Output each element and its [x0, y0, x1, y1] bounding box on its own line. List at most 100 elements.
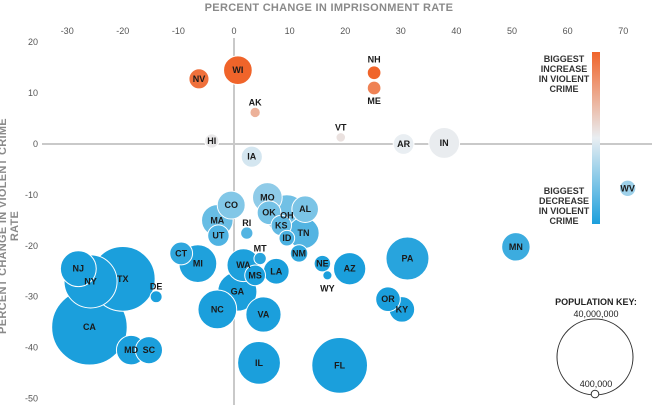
- y-tick-label: -50: [25, 394, 38, 404]
- bubble-label-tn: TN: [298, 228, 310, 238]
- bubble-label-ri: RI: [242, 218, 251, 228]
- bubble-co: [216, 190, 246, 220]
- bubble-label-ia: IA: [247, 152, 257, 162]
- x-tick-label: 10: [285, 26, 295, 36]
- bubble-label-md: MD: [124, 345, 138, 355]
- bubble-label-me: ME: [367, 96, 381, 106]
- y-tick-label: 20: [28, 37, 38, 47]
- population-key-title: POPULATION KEY:: [555, 297, 637, 307]
- bubble-label-nj: NJ: [73, 264, 85, 274]
- bubble-me: [366, 80, 382, 96]
- bubble-label-pa: PA: [402, 254, 414, 264]
- x-tick-label: 0: [231, 26, 236, 36]
- bubble-id: [278, 229, 296, 247]
- bubble-label-vt: VT: [335, 122, 347, 132]
- bubble-label-ok: OK: [262, 208, 276, 218]
- x-tick-label: 70: [618, 26, 628, 36]
- bubble-label-mi: MI: [193, 259, 203, 269]
- bubble-wy: [322, 270, 333, 281]
- bubble-ak: [249, 106, 261, 119]
- bubble-label-oh: OH: [280, 210, 294, 220]
- bubble-label-mt: MT: [254, 244, 267, 254]
- bubble-mn: [501, 232, 531, 262]
- x-tick-label: -10: [172, 26, 185, 36]
- y-tick-label: -40: [25, 343, 38, 353]
- bubble-de: [149, 290, 163, 304]
- bubble-va: [245, 296, 282, 333]
- bubble-label-wy: WY: [320, 283, 335, 293]
- population-key-large-label: 40,000,000: [573, 309, 619, 319]
- bubble-label-in: IN: [440, 138, 449, 148]
- y-tick-label: -10: [25, 190, 38, 200]
- bubble-in: [428, 127, 461, 159]
- tick-labels-layer: -30 -20 -10 0 10 20 30 40 50 60 70 20 10 0 -10 -20 -30 -4…: [25, 26, 628, 404]
- bubble-ct: [169, 241, 194, 266]
- x-tick-label: 60: [563, 26, 573, 36]
- population-key-small-circle: [590, 389, 600, 399]
- x-tick-label: -30: [61, 26, 74, 36]
- bubble-label-al: AL: [299, 204, 311, 214]
- y-tick-label: -20: [25, 241, 38, 251]
- legend-increase-label: BIGGEST INCREASE IN VIOLENT CRIME: [538, 54, 590, 94]
- bubble-label-nv: NV: [193, 74, 206, 84]
- bubble-label-ma: MA: [210, 215, 224, 225]
- bubble-fl: [311, 337, 368, 394]
- bubble-label-fl: FL: [334, 360, 345, 370]
- bubble-vt: [335, 132, 347, 143]
- bubble-label-wv: WV: [620, 183, 635, 193]
- x-tick-label: 40: [451, 26, 461, 36]
- bubble-label-mo: MO: [260, 192, 275, 202]
- bubble-ms: [244, 264, 266, 287]
- bubble-label-wa: WA: [236, 260, 251, 270]
- bubble-il: [237, 340, 281, 385]
- bubble-pa: [385, 236, 430, 281]
- x-tick-label: -20: [116, 26, 129, 36]
- bubble-or: [375, 286, 401, 313]
- bubble-label-or: OR: [381, 294, 395, 304]
- bubble-hi: [204, 133, 220, 149]
- bubble-label-tx: TX: [117, 274, 129, 284]
- bubble-wv: [618, 179, 637, 197]
- bubbles-layer: [51, 55, 637, 394]
- x-tick-label: 30: [396, 26, 406, 36]
- bubble-sc: [134, 336, 164, 365]
- bubble-label-ks: KS: [275, 220, 288, 230]
- bubble-ut: [207, 224, 230, 247]
- bubble-label-sc: SC: [143, 345, 156, 355]
- bubble-label-va: VA: [258, 310, 270, 320]
- y-tick-label: 10: [28, 88, 38, 98]
- bubble-nv: [188, 68, 210, 90]
- x-tick-label: 50: [507, 26, 517, 36]
- bubble-nc: [197, 289, 238, 330]
- color-legend-bar: [592, 52, 600, 224]
- bubble-label-nm: NM: [292, 248, 306, 258]
- bubble-label-nc: NC: [211, 304, 224, 314]
- bubble-al: [291, 195, 319, 223]
- bubble-label-ny: NY: [84, 276, 97, 286]
- bubble-label-ar: AR: [397, 139, 410, 149]
- legend-decrease-label: BIGGEST DECREASE IN VIOLENT CRIME: [538, 186, 590, 226]
- x-tick-label: 20: [340, 26, 350, 36]
- bubble-label-ut: UT: [212, 231, 224, 241]
- bubble-label-wi: WI: [232, 65, 243, 75]
- bubble-label-ne: NE: [316, 259, 329, 269]
- bubble-wi: [223, 55, 253, 86]
- bubble-az: [333, 252, 367, 286]
- bubble-label-ct: CT: [175, 248, 187, 258]
- x-axis-title: PERCENT CHANGE IN IMPRISONMENT RATE: [204, 2, 454, 14]
- bubble-label-ca: CA: [83, 322, 96, 332]
- bubble-label-ga: GA: [231, 287, 245, 297]
- bubble-label-la: LA: [270, 266, 282, 276]
- bubble-label-ky: KY: [396, 304, 409, 314]
- bubble-mt: [253, 251, 267, 266]
- bubble-label-az: AZ: [344, 264, 356, 274]
- bubble-label-hi: HI: [207, 136, 216, 146]
- bubble-nm: [289, 244, 309, 263]
- bubble-ia: [240, 145, 263, 168]
- bubble-label-nh: NH: [368, 55, 381, 65]
- bubble-label-mn: MN: [509, 242, 523, 252]
- bubble-label-id: ID: [282, 233, 292, 243]
- bubble-ri: [240, 226, 254, 240]
